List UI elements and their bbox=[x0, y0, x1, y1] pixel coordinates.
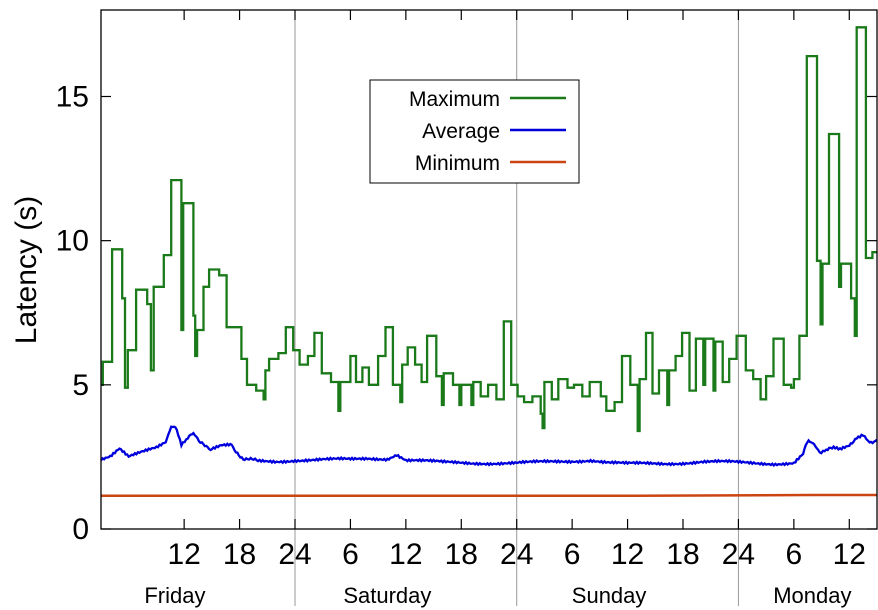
x-tick-label-10: 24 bbox=[722, 538, 755, 571]
plot-frame bbox=[100, 9, 878, 530]
day-label-saturday: Saturday bbox=[343, 583, 431, 608]
x-tick-label-2: 24 bbox=[278, 538, 311, 571]
legend-label-minimum: Minimum bbox=[415, 152, 500, 175]
series-lines bbox=[100, 26, 878, 498]
series-minimum bbox=[101, 493, 877, 498]
x-tick-label-9: 18 bbox=[666, 538, 699, 571]
x-tick-label-5: 18 bbox=[445, 538, 478, 571]
legend-label-maximum: Maximum bbox=[409, 88, 500, 111]
day-label-sunday: Sunday bbox=[572, 583, 647, 608]
x-tick-label-6: 24 bbox=[500, 538, 533, 571]
x-tick-label-0: 12 bbox=[167, 538, 200, 571]
x-tick-label-8: 12 bbox=[611, 538, 644, 571]
y-tick-label-0: 0 bbox=[72, 513, 89, 546]
x-tick-label-12: 12 bbox=[833, 538, 866, 571]
series-maximum bbox=[101, 26, 877, 433]
x-tick-label-11: 6 bbox=[786, 538, 803, 571]
day-label-friday: Friday bbox=[144, 583, 205, 608]
x-tick-label-3: 6 bbox=[342, 538, 359, 571]
day-label-monday: Monday bbox=[773, 583, 851, 608]
series-average bbox=[100, 425, 878, 468]
legend: Maximum Average Minimum bbox=[369, 79, 580, 184]
x-tick-label-4: 12 bbox=[389, 538, 422, 571]
legend-label-average: Average bbox=[422, 120, 500, 143]
x-tick-label-1: 18 bbox=[223, 538, 256, 571]
y-tick-label-2: 10 bbox=[56, 225, 89, 258]
y-tick-label-1: 5 bbox=[72, 369, 89, 402]
y-tick-label-3: 15 bbox=[56, 81, 89, 114]
x-tick-label-7: 6 bbox=[564, 538, 581, 571]
y-axis-label: Latency (s) bbox=[10, 196, 43, 344]
axis-ticks: 0 5 10 15 12 18 24 6 12 18 24 6 12 18 24 6 12 Friday Satur… bbox=[56, 10, 877, 608]
